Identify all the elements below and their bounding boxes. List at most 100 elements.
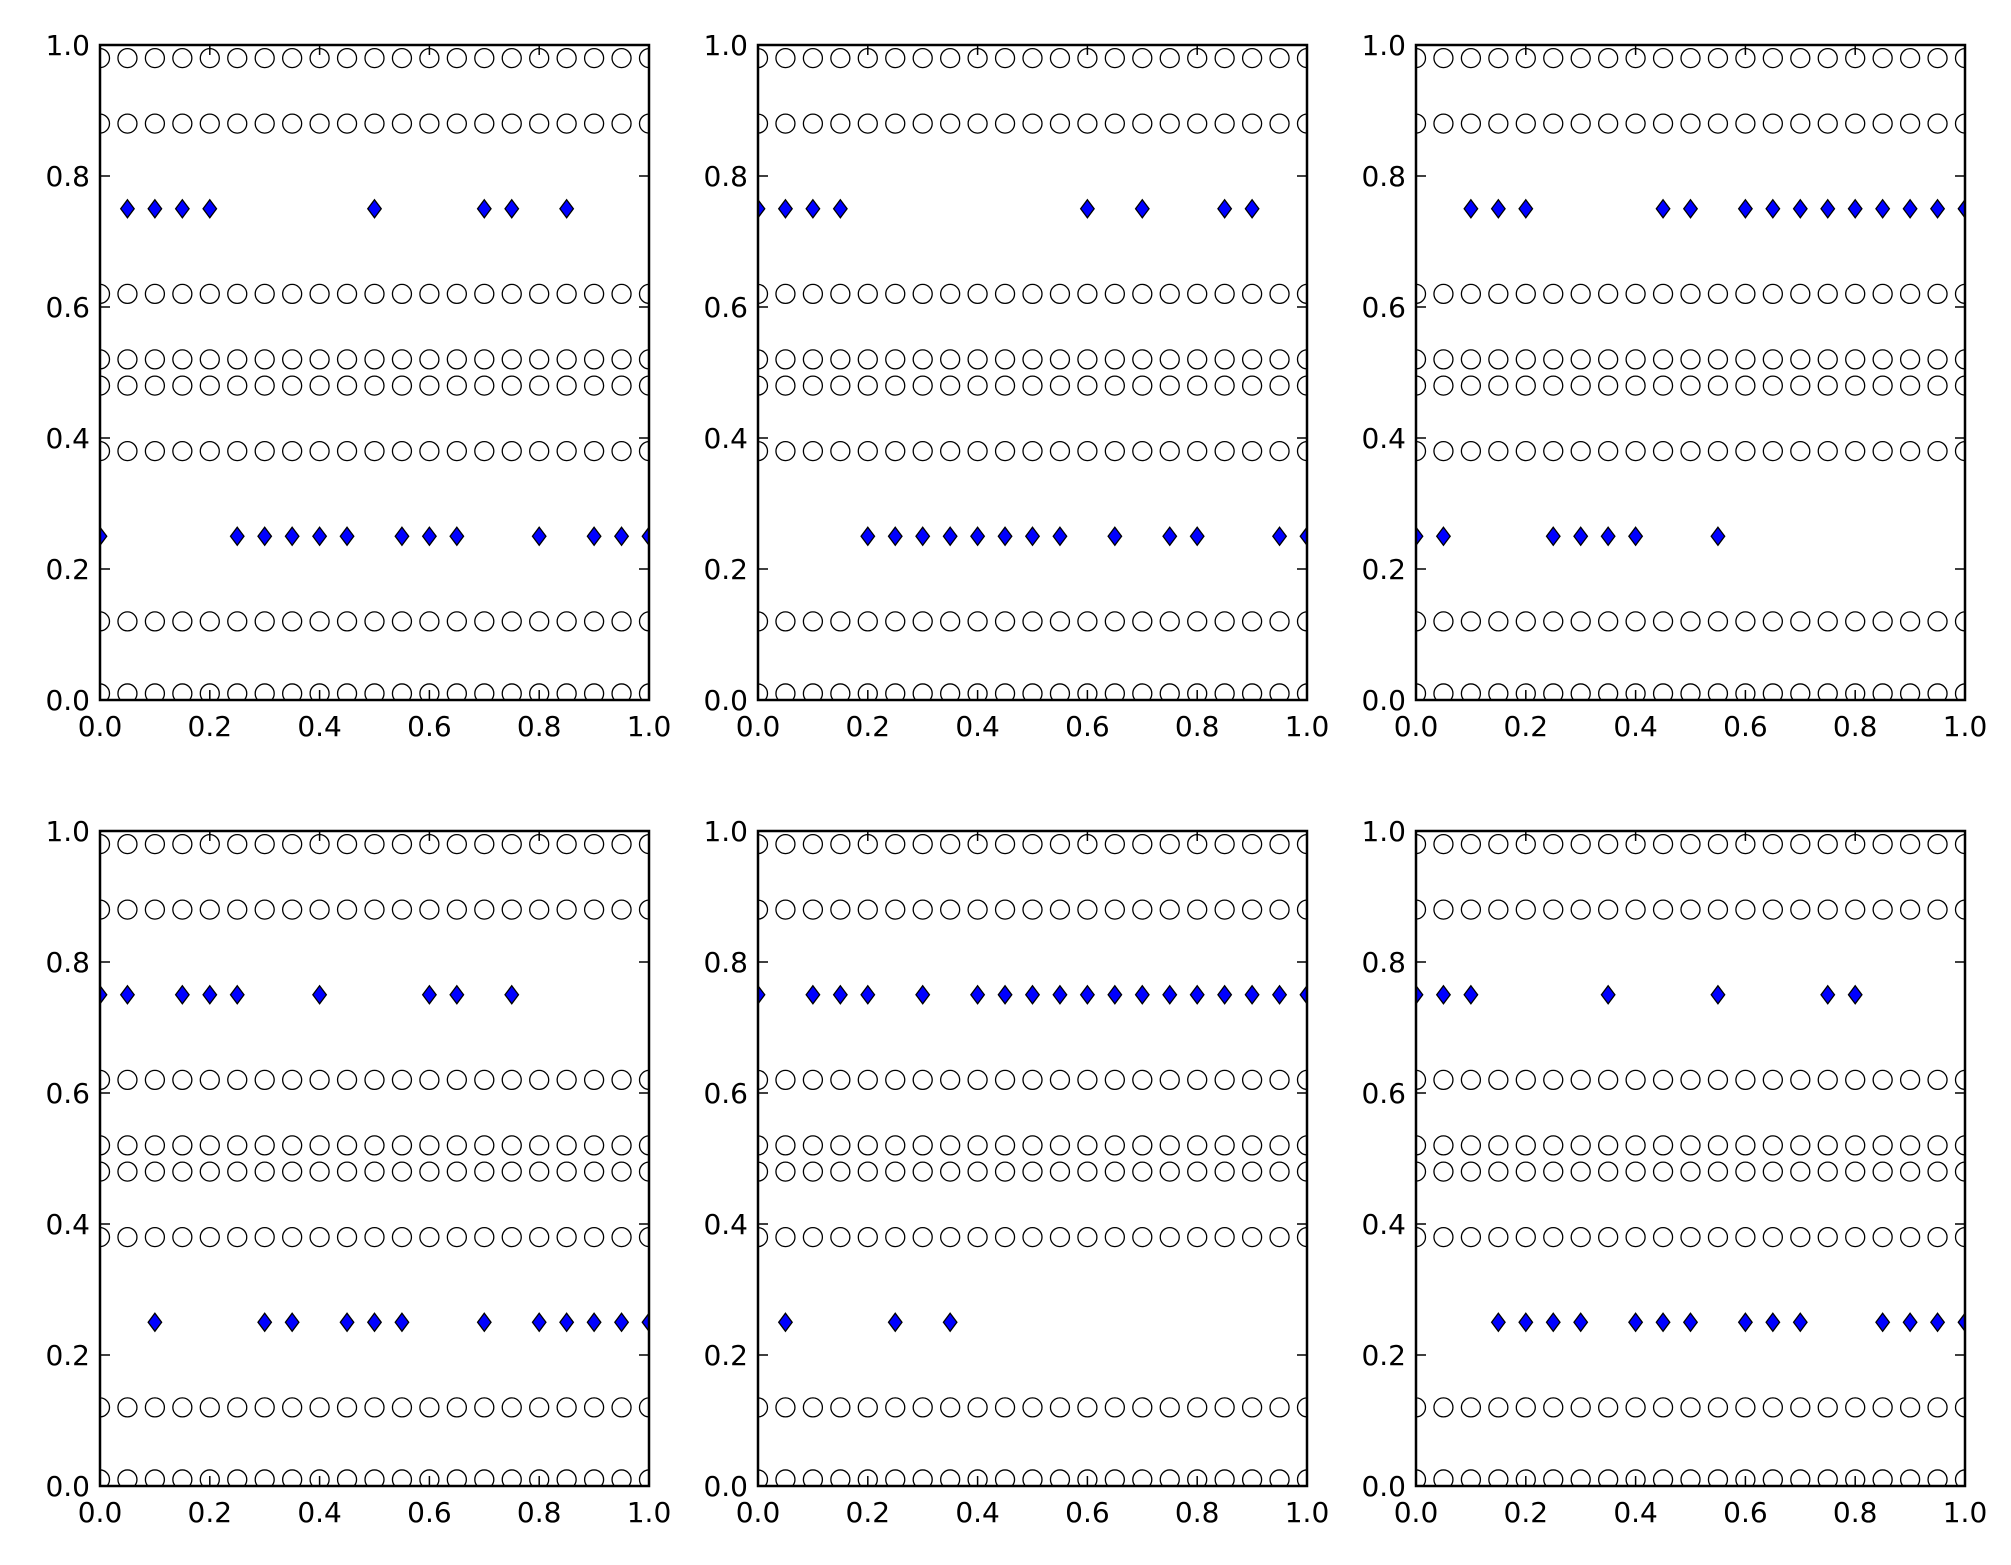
circle-marker: [1762, 375, 1783, 396]
circle-marker: [802, 1469, 824, 1486]
plot-area: [100, 833, 649, 1486]
circle-marker: [611, 440, 632, 462]
subplot: 0.0 0.2 0.4 0.6 0.8 1.0 0.0 0.2 0.4 0.6 0.8 1.0: [703, 29, 1329, 743]
circle-marker: [775, 1135, 796, 1156]
circle-marker: [885, 1161, 906, 1182]
circle-marker: [1104, 1161, 1125, 1182]
circle-marker: [501, 1397, 522, 1418]
circle-marker: [391, 1161, 413, 1182]
circle-marker: [1515, 683, 1536, 700]
diamond-marker: [119, 198, 136, 219]
circle-marker: [1625, 375, 1646, 396]
circle-marker: [117, 283, 138, 305]
circle-marker: [1790, 611, 1811, 632]
circle-marker: [1872, 47, 1893, 69]
circle-marker: [885, 440, 906, 462]
circle-marker: [281, 1226, 303, 1248]
circle-marker: [1515, 349, 1536, 370]
circle-marker: [474, 833, 495, 855]
diamond-marker: [1134, 984, 1150, 1005]
x-tick-label: 1.0: [627, 710, 672, 743]
circle-marker: [1680, 1469, 1701, 1486]
x-tick-label: 0.2: [188, 1496, 233, 1529]
circle-marker: [775, 899, 796, 920]
circle-marker: [638, 1397, 649, 1418]
circle-marker: [1790, 375, 1811, 396]
diamond-marker: [1710, 984, 1726, 1005]
circle-marker: [1899, 833, 1921, 855]
circle-marker: [419, 899, 440, 920]
circle-marker: [1132, 683, 1153, 700]
circle-marker: [117, 1135, 138, 1156]
circle-marker: [529, 611, 550, 632]
circle-marker: [1652, 283, 1674, 305]
diamond-marker: [257, 1312, 273, 1333]
circle-marker: [1570, 1226, 1591, 1248]
circle-marker: [885, 375, 906, 396]
diamond-marker: [284, 526, 300, 547]
circle-marker: [775, 440, 796, 462]
circle-marker: [1296, 1397, 1307, 1418]
circle-marker: [1762, 349, 1783, 370]
circle-marker: [144, 1069, 166, 1091]
circle-marker: [1104, 1397, 1125, 1418]
circle-marker: [1488, 349, 1509, 370]
circle-marker: [1625, 283, 1646, 305]
circle-marker: [1735, 1135, 1756, 1156]
circle-marker: [1899, 349, 1921, 370]
circle-marker: [1515, 1069, 1536, 1091]
circle-marker: [227, 1397, 248, 1418]
circle-marker: [1022, 113, 1043, 134]
circle-marker: [1214, 283, 1235, 305]
circle-marker: [1954, 113, 1965, 134]
circle-marker: [1296, 683, 1307, 700]
circle-marker: [1022, 1161, 1043, 1182]
circle-marker: [1460, 833, 1482, 855]
y-tick-label: 0.6: [703, 291, 748, 324]
circle-marker: [254, 833, 275, 855]
circle-marker: [1543, 47, 1564, 69]
circle-marker: [254, 349, 275, 370]
circle-marker: [1707, 1135, 1729, 1156]
circle-marker: [1049, 1226, 1071, 1248]
circle-marker: [1104, 349, 1125, 370]
circle-marker: [419, 349, 440, 370]
diamond-marker: [1655, 1312, 1671, 1333]
circle-marker: [994, 1226, 1016, 1248]
circle-marker: [1104, 683, 1125, 700]
diamond-marker: [1545, 526, 1561, 547]
circle-marker: [1269, 375, 1290, 396]
circle-marker: [1762, 1069, 1783, 1091]
circle-marker: [309, 611, 330, 632]
circle-marker: [802, 349, 824, 370]
plot-area: [1416, 47, 1965, 700]
circle-marker: [1132, 1397, 1153, 1418]
circle-marker: [144, 899, 166, 920]
circle-marker: [967, 375, 988, 396]
circle-marker: [912, 375, 933, 396]
circle-marker: [1187, 349, 1208, 370]
circle-marker: [1049, 349, 1071, 370]
circle-marker: [1899, 113, 1921, 134]
circle-marker: [172, 375, 193, 396]
circle-marker: [1433, 1135, 1454, 1156]
circle-marker: [1598, 1226, 1619, 1248]
circle-marker: [1762, 1161, 1783, 1182]
circle-marker: [1022, 283, 1043, 305]
axes-frame: [1414, 43, 1967, 702]
circle-marker: [940, 1469, 961, 1486]
diamond-marker: [942, 1312, 958, 1333]
diamond-marker: [942, 526, 958, 547]
circle-marker: [419, 1397, 440, 1418]
circle-marker: [199, 1069, 220, 1091]
circle-marker: [391, 1469, 413, 1486]
circle-marker: [1680, 683, 1701, 700]
y-tick-label: 0.6: [703, 1077, 748, 1110]
circle-marker: [556, 1135, 577, 1156]
diamond-marker: [1902, 1312, 1918, 1333]
circle-marker: [830, 283, 851, 305]
circle-marker: [758, 113, 769, 134]
circle-marker: [501, 375, 522, 396]
diamond-marker: [1134, 198, 1150, 219]
circle-marker: [1416, 1397, 1427, 1418]
